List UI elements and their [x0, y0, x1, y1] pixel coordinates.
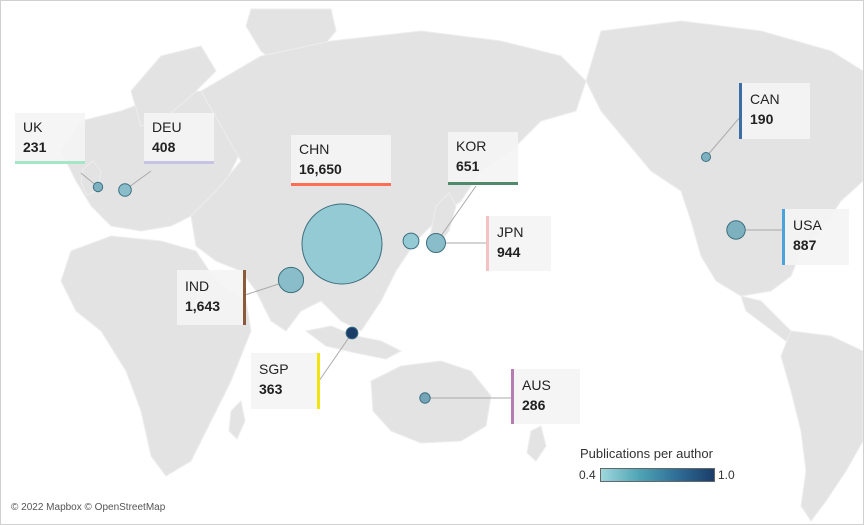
- publication-count: 944: [497, 244, 521, 260]
- publication-count: 1,643: [185, 298, 221, 314]
- country-code: UK: [23, 119, 43, 135]
- australia-shape: [370, 360, 492, 444]
- bubble-ind[interactable]: [277, 266, 305, 294]
- label-deu[interactable]: DEU 408: [144, 113, 214, 161]
- publication-count: 887: [793, 237, 817, 253]
- label-can[interactable]: CAN 190: [742, 83, 810, 139]
- label-uk[interactable]: UK 231: [15, 113, 85, 161]
- leader-line-kor: [435, 185, 477, 244]
- color-legend: Publications per author 0.4 1.0: [576, 446, 746, 486]
- label-chn[interactable]: CHN 16,650: [291, 135, 391, 183]
- color-bar-deu: [144, 161, 214, 164]
- map-attribution[interactable]: © 2022 Mapbox © OpenStreetMap: [11, 502, 166, 513]
- new-zealand-shape: [526, 425, 547, 462]
- bubble-layer: [92, 152, 746, 404]
- label-kor[interactable]: KOR 651: [448, 132, 518, 182]
- country-code: SGP: [259, 361, 289, 377]
- publication-count: 16,650: [299, 161, 342, 177]
- bubble-uk[interactable]: [92, 181, 104, 193]
- bubble-usa[interactable]: [726, 220, 746, 240]
- bubble-chn[interactable]: [301, 203, 383, 285]
- country-code: CAN: [750, 91, 780, 107]
- central-america-shape: [740, 295, 797, 342]
- indonesia-shape: [304, 325, 403, 360]
- label-usa[interactable]: USA 887: [785, 209, 849, 265]
- leader-line-sgp: [318, 332, 353, 382]
- label-jpn[interactable]: JPN 944: [489, 216, 551, 271]
- country-code: AUS: [522, 377, 551, 393]
- country-code: DEU: [152, 119, 182, 135]
- leader-line-can: [705, 115, 742, 158]
- publication-count: 408: [152, 139, 176, 155]
- legend-title: Publications per author: [580, 446, 713, 461]
- madagascar-shape: [228, 399, 246, 440]
- south-america-shape: [780, 330, 863, 522]
- bubble-jpn[interactable]: [426, 233, 446, 253]
- country-code: CHN: [299, 141, 330, 157]
- legend-gradient-bar: [600, 468, 715, 482]
- leader-lines: [80, 115, 783, 399]
- country-code: JPN: [497, 224, 524, 240]
- publication-count: 231: [23, 139, 47, 155]
- bubble-kor[interactable]: [402, 232, 420, 250]
- color-bar-aus: [511, 369, 514, 424]
- bubble-deu[interactable]: [118, 183, 132, 197]
- publication-count: 651: [456, 158, 480, 174]
- color-bar-jpn: [486, 216, 489, 271]
- label-aus[interactable]: AUS 286: [514, 369, 580, 424]
- country-code: USA: [793, 217, 822, 233]
- legend-min-label: 0.4: [579, 468, 596, 482]
- publication-count: 286: [522, 397, 546, 413]
- publication-count: 190: [750, 111, 774, 127]
- label-sgp[interactable]: SGP 363: [251, 353, 317, 409]
- country-code: KOR: [456, 138, 487, 154]
- color-bar-sgp: [317, 353, 320, 409]
- bubble-aus[interactable]: [419, 392, 431, 404]
- bubble-sgp[interactable]: [345, 326, 359, 340]
- color-bar-usa: [782, 209, 785, 265]
- color-bar-uk: [15, 161, 85, 164]
- legend-max-label: 1.0: [718, 468, 735, 482]
- color-bar-chn: [291, 183, 391, 186]
- color-bar-kor: [448, 182, 518, 185]
- color-bar-ind: [243, 270, 246, 325]
- bubble-can[interactable]: [701, 152, 711, 162]
- publication-count: 363: [259, 381, 283, 397]
- color-bar-can: [739, 83, 742, 139]
- country-code: IND: [185, 278, 210, 294]
- label-ind[interactable]: IND 1,643: [177, 270, 243, 325]
